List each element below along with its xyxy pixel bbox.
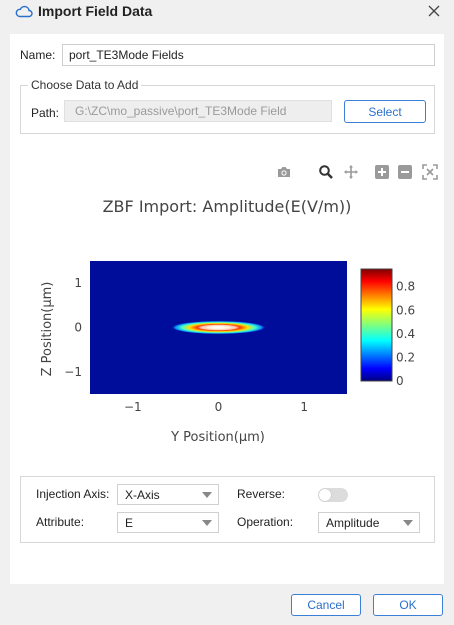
operation-select[interactable]: Amplitude (318, 512, 420, 533)
choose-data-group: Choose Data to Add Path: G:\ZC\mo_passiv… (20, 78, 435, 134)
operation-value: Amplitude (326, 516, 380, 530)
dialog-body: Name: port_TE3Mode Fields Choose Data to… (10, 34, 444, 584)
y-axis-label: Z Position(μm) (40, 282, 55, 377)
window-title: Import Field Data (38, 3, 153, 19)
y-tick-label: 0 (74, 321, 82, 335)
choose-data-title: Choose Data to Add (28, 78, 142, 92)
cancel-button[interactable]: Cancel (291, 594, 361, 616)
y-tick-label: −1 (64, 365, 82, 379)
colorbar-tick-label: 0.6 (396, 303, 415, 317)
x-axis-ticks: −1 0 1 (124, 400, 308, 414)
zoom-icon[interactable] (318, 164, 334, 180)
reset-axes-icon[interactable] (422, 164, 438, 180)
colorbar-tick-label: 0.4 (396, 327, 415, 341)
close-icon[interactable] (425, 2, 443, 20)
chevron-down-icon (403, 520, 413, 526)
name-input[interactable]: port_TE3Mode Fields (62, 44, 435, 66)
x-tick-label: 0 (215, 400, 223, 414)
attribute-value: E (125, 516, 134, 530)
camera-icon[interactable] (276, 164, 292, 180)
injection-axis-label: Injection Axis: (36, 487, 110, 501)
operation-label: Operation: (237, 515, 294, 529)
colorbar-ticks: 0.8 0.6 0.4 0.2 0 (396, 280, 415, 388)
injection-axis-select[interactable]: X-Axis (117, 484, 219, 505)
name-label: Name: (20, 48, 56, 62)
plot-title: ZBF Import: Amplitude(E(V/m)) (102, 197, 352, 216)
title-bar: Import Field Data (0, 0, 454, 24)
x-tick-label: −1 (124, 400, 142, 414)
x-axis-label: Y Position(μm) (170, 430, 265, 445)
select-button[interactable]: Select (344, 100, 426, 123)
attribute-label: Attribute: (36, 515, 85, 529)
settings-group: Injection Axis: X-Axis Reverse: Attribut… (20, 476, 435, 543)
attribute-select[interactable]: E (117, 512, 219, 533)
y-tick-label: 1 (74, 276, 82, 290)
path-label: Path: (31, 106, 60, 120)
mode-peak-core (198, 324, 239, 331)
path-input[interactable]: G:\ZC\mo_passive\port_TE3Mode Field (64, 100, 332, 122)
ok-button[interactable]: OK (373, 594, 443, 616)
cloud-icon (15, 5, 33, 18)
colorbar-tick-label: 0 (396, 374, 404, 388)
field-plot[interactable]: −1 0 1 10−1 Y Position(μm) Z Position(μm) … (10, 249, 444, 449)
chevron-down-icon (202, 520, 212, 526)
x-tick-label: 1 (300, 400, 308, 414)
injection-axis-value: X-Axis (125, 488, 160, 502)
colorbar-tick-label: 0.2 (396, 350, 415, 364)
toggle-knob (319, 489, 331, 501)
reverse-toggle[interactable] (318, 488, 348, 502)
chevron-down-icon (202, 492, 212, 498)
colorbar (360, 268, 393, 382)
colorbar-tick-label: 0.8 (396, 280, 415, 294)
reverse-label: Reverse: (237, 487, 286, 501)
y-axis-ticks: 1 0 −1 (64, 276, 82, 379)
zoom-in-icon[interactable] (374, 164, 390, 180)
zoom-out-icon[interactable] (397, 164, 413, 180)
heatmap (90, 261, 347, 394)
pan-icon[interactable] (343, 164, 359, 180)
